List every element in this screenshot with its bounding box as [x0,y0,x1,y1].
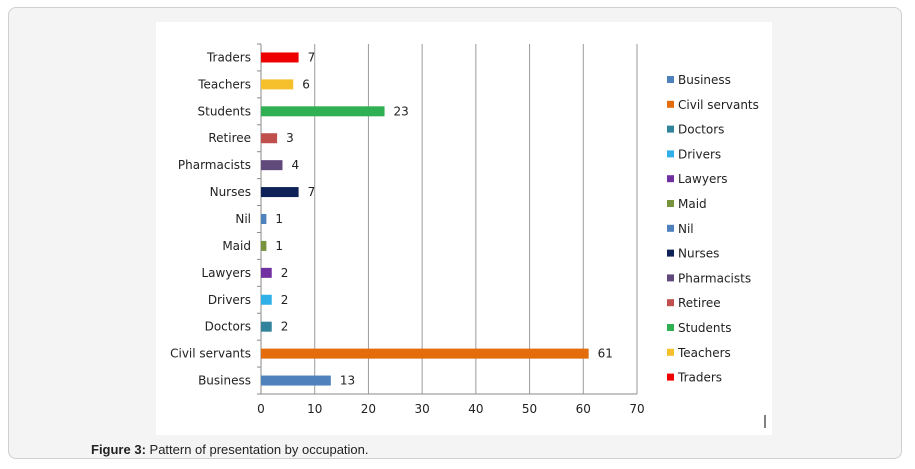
y-tick-label: Doctors [205,320,251,334]
legend-label: Teachers [677,346,731,360]
y-tick-label: Traders [206,50,251,64]
chart-container: 0 10 20 30 40 50 60 70 Traders 7 Teachers 6 Students… [156,22,772,435]
x-tick-label: 20 [361,402,376,416]
bar [261,160,283,171]
bar [261,52,299,63]
legend-label: Traders [677,371,722,385]
bar [261,240,267,251]
y-tick-label: Retiree [208,131,251,145]
data-label: 4 [291,158,299,172]
bar [261,187,299,198]
data-label: 23 [394,104,409,118]
figure-caption: Figure 3: Pattern of presentation by occ… [91,442,369,457]
figure-frame: 0 10 20 30 40 50 60 70 Traders 7 Teachers 6 Students… [8,7,902,459]
legend-swatch [667,299,674,307]
bar-chart: 0 10 20 30 40 50 60 70 Traders 7 Teachers 6 Students… [170,43,766,428]
legend-label: Pharmacists [678,271,751,285]
x-tick-label: 30 [415,402,430,416]
bar [261,133,278,144]
data-label: 1 [275,212,283,226]
legend-label: Drivers [678,147,721,161]
bar [261,375,331,386]
x-tick-label: 50 [522,402,537,416]
caption-label: Figure 3: [91,442,146,457]
x-tick-label: 10 [307,402,322,416]
y-tick-label: Drivers [208,293,251,307]
y-tick-label: Teachers [197,77,251,91]
legend-label: Nurses [678,247,719,261]
bar [261,267,272,278]
legend-swatch [667,200,674,207]
legend-label: Maid [678,197,707,211]
legend-swatch [667,324,674,331]
data-label: 6 [302,77,310,91]
bar [261,294,272,305]
legend-label: Business [678,73,731,87]
legend-label: Nil [678,222,694,236]
data-label: 2 [281,266,289,280]
legend-swatch [667,274,674,282]
legend-swatch [667,150,674,158]
legend-label: Lawyers [678,172,728,186]
legend-swatch [667,249,674,257]
bar [261,321,272,332]
bar [261,214,267,224]
x-tick-label: 0 [257,402,265,416]
y-tick-label: Civil servants [170,347,251,361]
data-label: 2 [281,320,289,334]
data-label: 7 [308,185,316,199]
y-tick-label: Pharmacists [178,158,251,172]
legend-swatch [667,125,674,133]
x-tick-label: 60 [576,402,591,416]
legend-swatch [667,175,674,183]
data-label: 2 [281,293,289,307]
legend-label: Students [678,321,732,335]
x-tick-label: 70 [629,402,644,416]
legend-label: Civil servants [678,98,759,112]
bar [261,348,589,359]
legend-label: Doctors [678,123,724,137]
data-label: 1 [275,239,283,253]
legend-swatch [667,100,674,108]
data-label: 7 [308,50,316,64]
y-tick-label: Lawyers [201,266,251,280]
legend-label: Retiree [678,296,721,310]
x-tick-label: 40 [468,402,483,416]
bar [261,106,385,117]
y-tick-label: Maid [222,239,251,253]
bar [261,79,294,90]
caption-text: Pattern of presentation by occupation. [145,442,369,457]
y-tick-label: Business [198,374,251,388]
data-label: 13 [340,374,355,388]
legend-swatch [667,373,674,381]
legend-swatch [667,348,674,356]
data-label: 61 [598,347,613,361]
data-label: 3 [286,131,294,145]
legend-swatch [667,224,674,232]
y-tick-label: Nil [235,212,251,226]
legend-swatch [667,76,674,83]
y-tick-label: Nurses [210,185,251,199]
y-tick-label: Students [198,104,252,118]
